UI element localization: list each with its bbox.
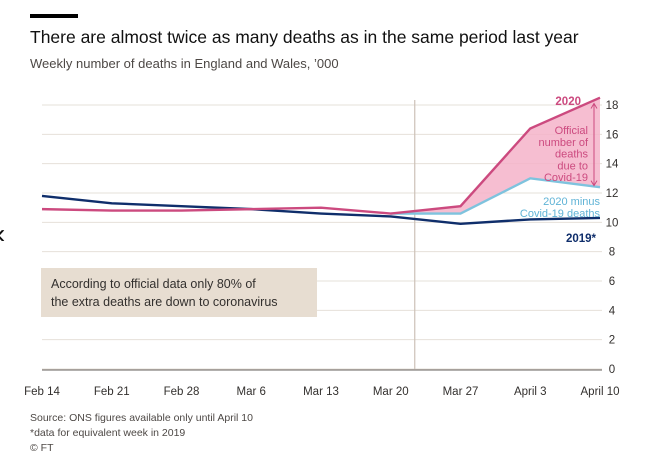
- label-official-line-2: deaths: [555, 149, 589, 161]
- y-tick-label-7: 14: [606, 159, 619, 171]
- note-line-1: According to official data only 80% of: [51, 277, 256, 291]
- x-tick-label-4: Mar 13: [303, 386, 339, 398]
- x-tick-label-3: Mar 6: [237, 386, 266, 398]
- series-line-2019: [41, 194, 601, 226]
- x-tick-label-7: April 3: [514, 386, 547, 398]
- series-line-2020-minus-covid: [390, 177, 601, 215]
- bracket-arrow-bottom-icon: [590, 180, 598, 187]
- top-rule: [30, 14, 78, 18]
- y-tick-label-2: 4: [609, 305, 616, 317]
- label-official-line-4: Covid-19: [544, 172, 588, 184]
- label-2020-minus-line-0: 2020 minus: [543, 196, 600, 208]
- source-note: Source: ONS figures available only until…: [30, 412, 253, 424]
- y-tick-label-0: 0: [609, 364, 615, 376]
- chevron-left-icon[interactable]: ‹: [0, 220, 5, 248]
- note-line-2: the extra deaths are down to coronavirus: [51, 295, 278, 309]
- y-tick-label-3: 6: [609, 276, 615, 288]
- y-tick-label-9: 18: [606, 100, 619, 112]
- x-tick-label-6: Mar 27: [443, 386, 479, 398]
- label-official-line-0: Official: [555, 125, 588, 137]
- label-official-line-1: number of: [538, 137, 588, 149]
- y-tick-label-1: 2: [609, 335, 615, 347]
- label-2020: 2020: [555, 96, 581, 108]
- label-official-line-3: due to: [557, 160, 588, 172]
- y-tick-label-8: 16: [606, 129, 619, 141]
- x-tick-label-8: April 10: [581, 386, 620, 398]
- y-tick-label-5: 10: [606, 217, 619, 229]
- x-tick-label-0: Feb 14: [24, 386, 60, 398]
- ft-credit: © FT: [30, 442, 54, 454]
- x-tick-label-5: Mar 20: [373, 386, 409, 398]
- chart-title: There are almost twice as many deaths as…: [30, 27, 579, 47]
- label-2019: 2019*: [566, 233, 597, 245]
- note-box: According to official data only 80% of t…: [41, 268, 317, 317]
- covid-deaths-shaded-area: [390, 97, 600, 214]
- bracket-arrow-top-icon: [590, 102, 598, 109]
- footnote: *data for equivalent week in 2019: [30, 427, 186, 439]
- chart-subtitle: Weekly number of deaths in England and W…: [30, 56, 339, 71]
- x-tick-label-2: Feb 28: [164, 386, 200, 398]
- y-tick-label-4: 8: [609, 247, 615, 259]
- series-line-2020: [41, 96, 601, 215]
- y-tick-label-6: 12: [606, 188, 619, 200]
- x-tick-label-1: Feb 21: [94, 386, 130, 398]
- label-2020-minus-line-1: Covid-19 deaths: [520, 208, 601, 220]
